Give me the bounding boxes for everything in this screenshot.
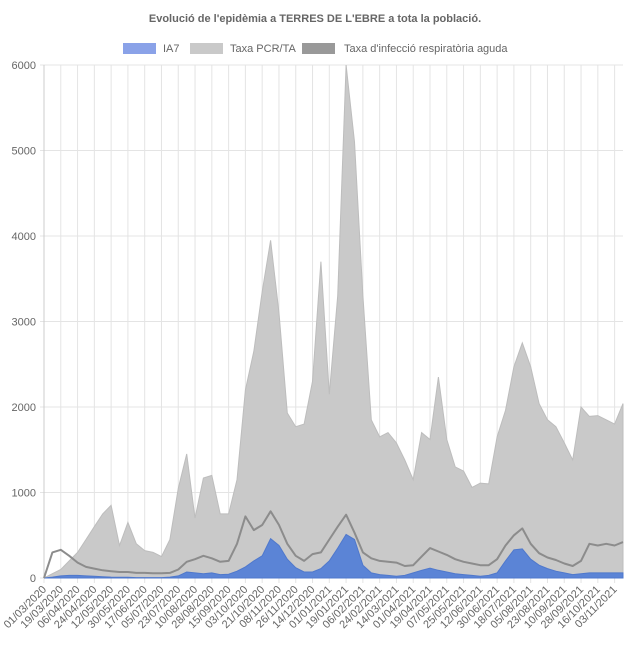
y-tick-label: 6000: [12, 60, 36, 72]
area-taxa-pcr: [43, 64, 624, 579]
legend-label-pcr: Taxa PCR/TA: [230, 43, 296, 55]
legend-swatch-pcr: [190, 43, 223, 54]
y-tick-label: 5000: [12, 146, 36, 158]
legend-label-ia7: IA7: [163, 43, 180, 55]
y-tick-label: 0: [30, 573, 36, 585]
legend: IA7 Taxa PCR/TA Taxa d'infecció respirat…: [123, 43, 508, 55]
line-taxa-respiratoria: [43, 510, 624, 579]
y-axis: 0 1000 2000 3000 4000 5000 6000: [12, 60, 36, 585]
legend-swatch-ia7: [123, 43, 156, 54]
legend-item-respiratory[interactable]: Taxa d'infecció respiratòria aguda: [302, 43, 508, 55]
y-tick-label: 1000: [12, 488, 36, 500]
y-tick-label: 4000: [12, 231, 36, 243]
area-ia7: [43, 533, 624, 579]
y-tick-label: 3000: [12, 317, 36, 329]
series-marks: [43, 64, 624, 579]
x-axis: 01/03/202019/03/202006/04/202024/04/2020…: [2, 584, 620, 631]
legend-label-respiratory: Taxa d'infecció respiratòria aguda: [344, 43, 508, 55]
legend-swatch-respiratory: [302, 43, 335, 54]
chart-title: Evolució de l'epidèmia a TERRES DE L'EBR…: [149, 13, 481, 25]
y-tick-label: 2000: [12, 402, 36, 414]
legend-item-ia7[interactable]: IA7: [123, 43, 180, 55]
legend-item-pcr[interactable]: Taxa PCR/TA: [190, 43, 296, 55]
